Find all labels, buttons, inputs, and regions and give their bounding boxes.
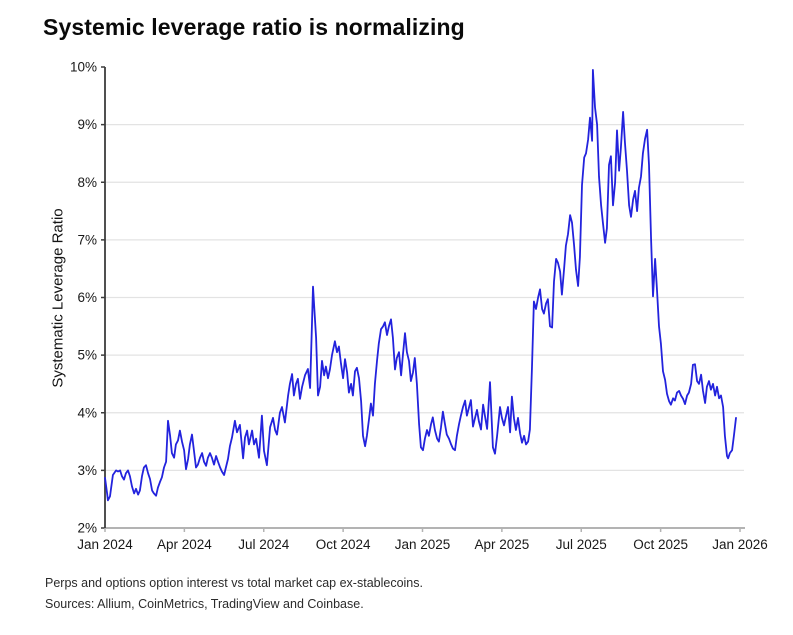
y-tick-label: 7% [77,232,97,247]
y-tick-label: 5% [77,348,97,363]
y-tick-label: 2% [77,521,97,536]
x-tick-label: Jan 2025 [395,537,451,552]
y-tick-label: 4% [77,405,97,420]
y-tick-label: 3% [77,463,97,478]
x-tick-label: Oct 2024 [316,537,371,552]
x-tick-label: Oct 2025 [633,537,688,552]
y-tick-label: 8% [77,175,97,190]
series-line [104,69,737,502]
page-title: Systemic leverage ratio is normalizing [43,14,465,40]
x-tick-label: Jan 2024 [77,537,133,552]
y-tick-label: 9% [77,117,97,132]
x-tick-label: Jan 2026 [712,537,768,552]
y-tick-label: 6% [77,290,97,305]
x-tick-label: Apr 2025 [474,537,529,552]
footnote-sources: Sources: Allium, CoinMetrics, TradingVie… [45,597,364,611]
x-tick-label: Jul 2024 [238,537,290,552]
y-axis-title: Systematic Leverage Ratio [49,208,67,388]
y-tick-label: 10% [70,60,97,75]
x-tick-label: Apr 2024 [157,537,212,552]
footnote-description: Perps and options option interest vs tot… [45,576,423,590]
x-tick-label: Jul 2025 [556,537,607,552]
